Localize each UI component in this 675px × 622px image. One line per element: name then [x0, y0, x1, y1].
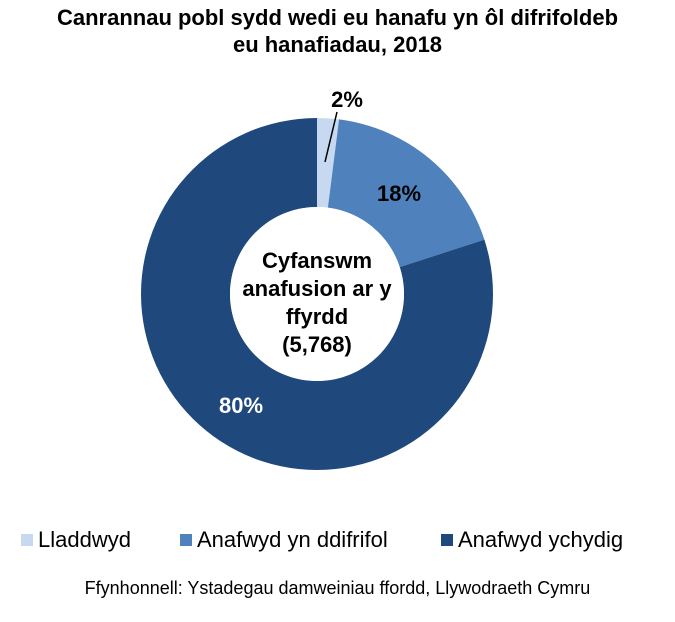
donut-center-label: Cyfanswm anafusion ar y ffyrdd (5,768) — [242, 248, 392, 357]
center-label-line-2: anafusion ar y — [242, 276, 392, 301]
legend-item-anafwyd-ychydig: Anafwyd ychydig — [441, 526, 623, 554]
chart-title: Canrannau pobl sydd wedi eu hanafu yn ôl… — [0, 4, 675, 58]
legend-item-anafwyd-yn-ddifrifol: Anafwyd yn ddifrifol — [180, 526, 388, 554]
donut-hole — [230, 207, 404, 381]
chart-title-line-1: Canrannau pobl sydd wedi eu hanafu yn ôl… — [56, 5, 619, 30]
source-note: Ffynhonnell: Ystadegau damweiniau ffordd… — [84, 578, 591, 598]
slice-label-leader-line — [324, 111, 338, 163]
legend-label: Anafwyd yn ddifrifol — [197, 527, 388, 552]
legend-item-lladdwyd: Lladdwyd — [21, 526, 131, 554]
legend-swatch-lladdwyd — [21, 534, 33, 546]
slice-label-anafwyd-yn-ddifrifol: 18% — [377, 181, 421, 206]
donut-slice-lladdwyd — [317, 118, 340, 208]
legend-swatch-anafwyd-ychydig — [441, 534, 453, 546]
center-label-line-1: Cyfanswm — [262, 248, 372, 273]
legend-swatch-anafwyd-yn-ddifrifol — [180, 534, 192, 546]
donut-slice-anafwyd-ychydig — [141, 118, 494, 470]
slice-label-lladdwyd: 2% — [331, 87, 363, 112]
center-label-line-3: ffyrdd — [286, 304, 348, 329]
legend-label: Anafwyd ychydig — [458, 527, 624, 552]
slice-label-anafwyd-ychydig: 80% — [219, 393, 263, 418]
center-label-line-4: (5,768) — [282, 332, 352, 357]
chart-legend: Lladdwyd Anafwyd yn ddifrifol Anafwyd yc… — [0, 526, 675, 554]
legend-label: Lladdwyd — [38, 527, 131, 552]
chart-title-line-2: eu hanafiadau, 2018 — [232, 32, 443, 57]
donut-slices — [141, 118, 494, 470]
donut-slice-anafwyd-yn-ddifrifol — [327, 119, 485, 268]
